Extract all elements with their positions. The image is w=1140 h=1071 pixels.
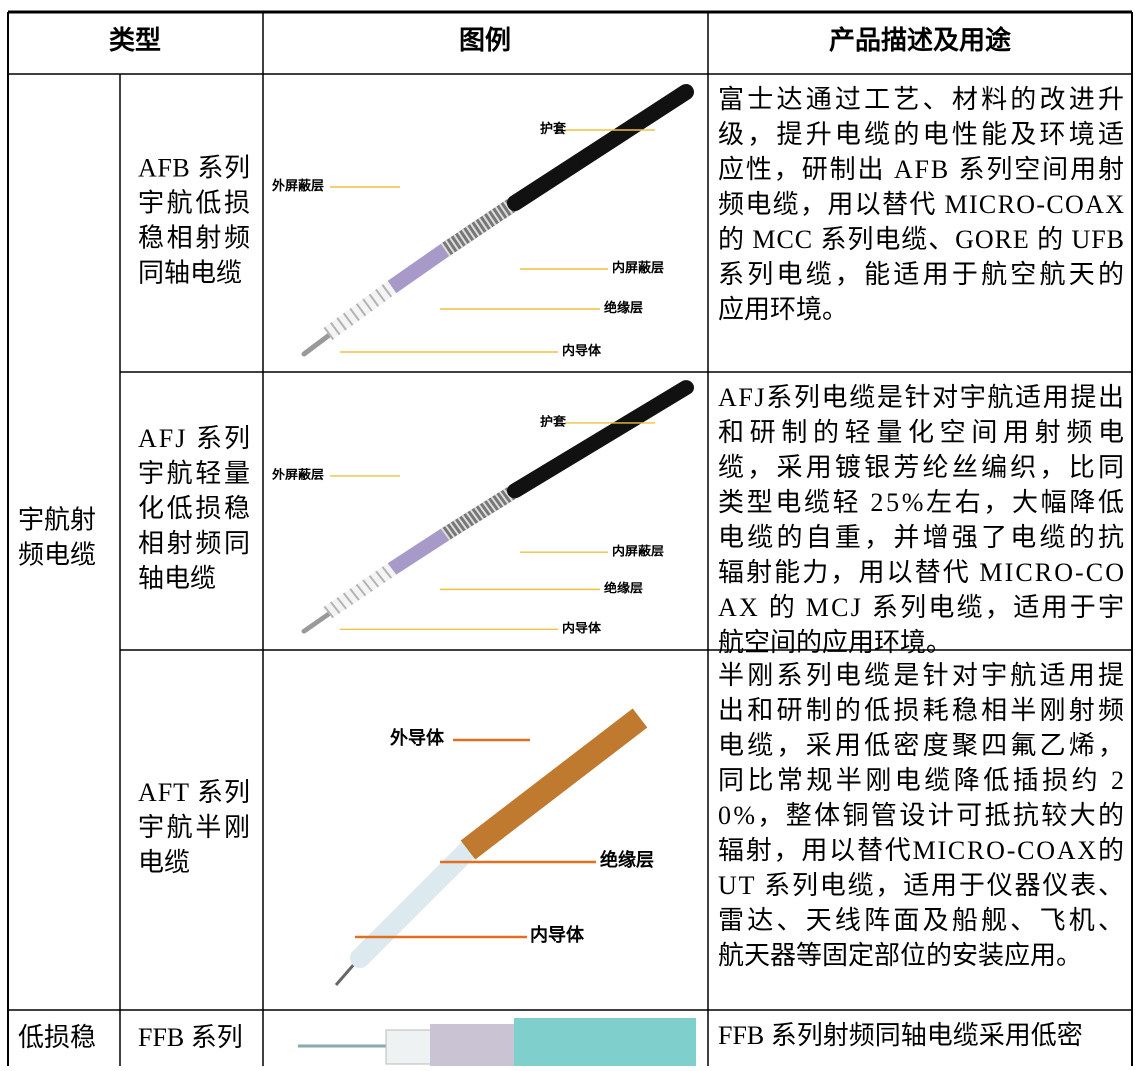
product-description: UT 系列电缆，适用于仪器仪表、: [718, 871, 1124, 900]
cable-figure: 护套 外屏蔽层 内屏蔽层 绝缘层 内导体: [272, 380, 694, 635]
product-description: AX 的 MCJ 系列电缆，适用于宇: [718, 593, 1124, 622]
product-name: 稳相射频: [138, 223, 250, 252]
table-borders: [7, 10, 1133, 1066]
product-description: 同比常规半刚电缆降低插损约 2: [718, 766, 1124, 795]
figure-label: 外屏蔽层: [272, 467, 324, 481]
header-cell: 图例: [459, 26, 511, 55]
product-description: 应用环境。: [718, 295, 848, 324]
product-description: AFJ系列电缆是针对宇航适用提出: [718, 383, 1124, 412]
product-description: 半刚系列电缆是针对宇航适用提: [718, 661, 1124, 690]
product-name: 宇航半刚: [138, 813, 250, 842]
product-description: 富士达通过工艺、材料的改进升: [718, 85, 1124, 114]
product-description: 辐射能力，用以替代 MICRO-CO: [718, 558, 1124, 587]
figure-label: 护套: [540, 121, 567, 136]
product-description: 出和研制的低损耗稳相半刚射频: [718, 696, 1124, 725]
figure-label: 绝缘层: [604, 581, 643, 595]
product-description: 电缆的自重，并增强了电缆的抗: [718, 523, 1124, 552]
product-name: 宇航低损: [138, 188, 250, 217]
product-name: AFT 系列: [138, 778, 250, 807]
product-name: FFB 系列: [138, 1023, 243, 1052]
product-description: 和研制的轻量化空间用射频电: [718, 418, 1124, 447]
product-description: 应性，研制出 AFB 系列空间用射: [718, 155, 1124, 184]
product-name: AFB 系列: [138, 153, 250, 182]
product-name: 相射频同: [138, 529, 250, 558]
cable-figure: 外导体 绝缘层 内导体: [334, 708, 654, 986]
figure-label: 内导体: [530, 924, 585, 945]
product-description: 缆，采用镀银芳纶丝编织，比同: [718, 453, 1124, 482]
product-description: 系列电缆，能适用于航空航天的: [718, 260, 1124, 289]
figure-label: 内导体: [562, 343, 602, 358]
product-name: 化低损稳: [138, 494, 250, 523]
product-description: 级，提升电缆的电性能及环境适: [718, 120, 1124, 149]
cable-figure: 护套 外屏蔽层 内屏蔽层 绝缘层 内导体: [271, 84, 694, 358]
product-description: FFB 系列射频同轴电缆采用低密: [718, 1021, 1083, 1050]
product-name: 轴电缆: [138, 564, 216, 593]
product-name: AFJ 系列: [138, 424, 250, 453]
figure-label: 内导体: [562, 621, 601, 635]
product-name: 宇航轻量: [138, 459, 250, 488]
figure-label: 绝缘层: [604, 300, 643, 315]
product-name: 电缆: [138, 848, 190, 877]
header-cell: 类型: [109, 26, 161, 55]
figure-label: 外屏蔽层: [271, 178, 324, 193]
figure-label: 绝缘层: [600, 849, 654, 870]
product-description: 电缆，采用低密度聚四氟乙烯，: [718, 731, 1124, 760]
figure-label: 内屏蔽层: [612, 543, 664, 557]
product-description: 航空间的应用环境。: [718, 628, 952, 657]
category-cell: 低损稳: [18, 1023, 96, 1052]
product-description: 雷达、天线阵面及船舰、飞机、: [718, 906, 1124, 935]
category-cell: 频电缆: [18, 540, 96, 569]
product-name: 同轴电缆: [138, 258, 242, 287]
figure-label: 外导体: [390, 727, 445, 748]
cable-figure: [298, 1018, 696, 1066]
header-cell: 产品描述及用途: [829, 25, 1012, 55]
product-description: 类型电缆轻 25%左右，大幅降低: [718, 488, 1124, 517]
product-description: 辐射，用以替代MICRO-COAX的: [718, 836, 1124, 865]
product-description: 0%，整体铜管设计可抵抗较大的: [718, 801, 1124, 830]
category-cell: 宇航射: [18, 505, 96, 534]
product-description: 的 MCC 系列电缆、GORE 的 UFB: [718, 225, 1124, 254]
product-description: 航天器等固定部位的安装应用。: [718, 941, 1082, 970]
figure-label: 护套: [540, 414, 566, 428]
product-description: 频电缆，用以替代 MICRO-COAX: [718, 190, 1124, 219]
figure-label: 内屏蔽层: [612, 260, 664, 275]
